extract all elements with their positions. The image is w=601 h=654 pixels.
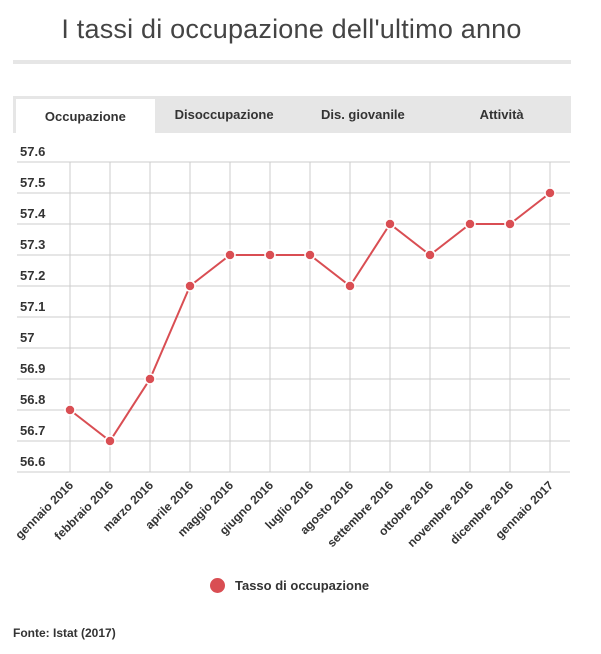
source-note: Fonte: Istat (2017)	[13, 626, 116, 640]
legend-item[interactable]: Tasso di occupazione	[210, 578, 369, 593]
tab-disoccupazione[interactable]: Disoccupazione	[174, 107, 274, 122]
title-divider	[13, 60, 571, 64]
data-point	[544, 187, 556, 199]
data-point	[184, 280, 196, 292]
y-tick-label: 57.3	[20, 237, 45, 252]
data-point	[424, 249, 436, 261]
data-point	[224, 249, 236, 261]
y-tick-label: 57.5	[20, 175, 45, 190]
chart-title: I tassi di occupazione dell'ultimo anno	[61, 14, 522, 44]
data-point	[144, 373, 156, 385]
y-tick-label: 57	[20, 330, 34, 345]
legend-label: Tasso di occupazione	[235, 578, 370, 593]
data-point	[384, 218, 396, 230]
y-tick-label: 56.6	[20, 454, 45, 469]
tab-bar: Occupazione Disoccupazione Dis. giovanil…	[13, 96, 571, 133]
data-point	[504, 218, 516, 230]
data-point	[464, 218, 476, 230]
y-tick-label: 57.2	[20, 268, 45, 283]
legend-marker-icon	[210, 578, 225, 593]
data-point	[344, 280, 356, 292]
tab-disoccupazione-giovanile[interactable]: Dis. giovanile	[320, 107, 405, 122]
y-tick-label: 57.4	[20, 206, 46, 221]
y-tick-label: 57.6	[20, 144, 45, 159]
y-tick-label: 56.9	[20, 361, 45, 376]
y-tick-label: 57.1	[20, 299, 45, 314]
data-point	[104, 435, 116, 447]
tab-occupazione[interactable]: Occupazione	[16, 99, 155, 133]
y-tick-label: 56.8	[20, 392, 45, 407]
line-chart: 56.6 56.7 56.8 56.9 57 57.1 57.2 57.3 57.4 57.5 57…	[12, 144, 570, 550]
tab-attivita[interactable]: Attività	[479, 107, 524, 122]
data-point	[264, 249, 276, 261]
y-tick-label: 56.7	[20, 423, 45, 438]
data-point	[304, 249, 316, 261]
data-point	[64, 404, 76, 416]
